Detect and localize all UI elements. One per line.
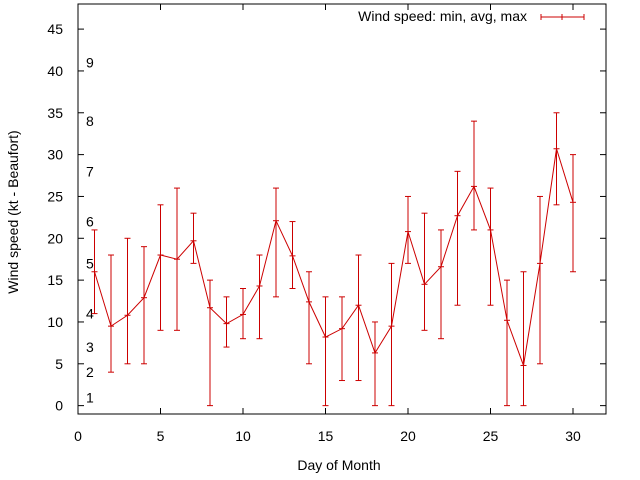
legend: Wind speed: min, avg, max — [358, 8, 585, 24]
y-tick-label: 15 — [47, 272, 63, 288]
y-tick-label: 20 — [47, 230, 63, 246]
beaufort-label: 5 — [86, 255, 94, 271]
beaufort-label: 2 — [86, 364, 94, 380]
x-tick-label: 10 — [235, 428, 251, 444]
series-line — [91, 148, 576, 368]
x-axis-label: Day of Month — [297, 457, 380, 473]
x-tick-label: 30 — [565, 428, 581, 444]
beaufort-label: 1 — [86, 389, 94, 405]
beaufort-label: 6 — [86, 214, 94, 230]
y-tick-label: 45 — [47, 21, 63, 37]
beaufort-label: 8 — [86, 113, 94, 129]
y-tick-label: 10 — [47, 314, 63, 330]
y-tick-label: 30 — [47, 147, 63, 163]
x-tick-label: 25 — [483, 428, 499, 444]
avg-line — [94, 148, 574, 368]
legend-label: Wind speed: min, avg, max — [358, 8, 527, 24]
beaufort-label: 9 — [86, 55, 94, 71]
y-axis-label: Wind speed (kt - Beaufort) — [5, 130, 21, 293]
plot-frame — [77, 3, 607, 415]
y-tick-label: 25 — [47, 188, 63, 204]
y-tick-label: 40 — [47, 63, 63, 79]
error-bars — [91, 112, 576, 407]
x-tick-label: 20 — [400, 428, 416, 444]
beaufort-label: 3 — [86, 339, 94, 355]
beaufort-label: 4 — [86, 306, 94, 322]
y-tick-label: 35 — [47, 105, 63, 121]
y-tick-label: 5 — [55, 356, 63, 372]
x-tick-label: 5 — [157, 428, 165, 444]
beaufort-labels: 1 2 3 4 5 6 7 8 9 — [86, 55, 94, 406]
x-tick-label: 15 — [318, 428, 334, 444]
beaufort-label: 7 — [86, 163, 94, 179]
y-tick-label: 0 — [55, 398, 63, 414]
x-tick-label: 0 — [74, 428, 82, 444]
